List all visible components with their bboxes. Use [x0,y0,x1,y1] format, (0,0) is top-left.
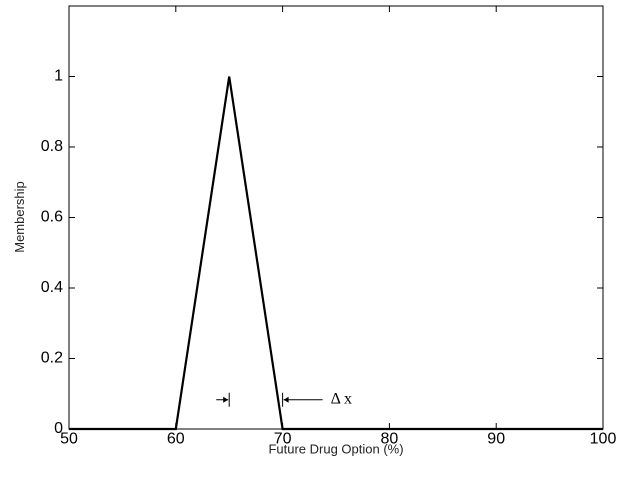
tick-labels-group: 50 60 70 80 90 100 0 0.2 0.4 0.6 0.8 1 [41,68,617,448]
interval-arrowhead-left [223,396,229,403]
x-tick-label: 60 [167,430,185,447]
plot-area [68,5,604,430]
series-line [69,76,603,431]
y-tick-label: 0.8 [41,138,63,155]
interval-arrowhead-right [283,396,289,403]
x-tick-label: 90 [487,430,505,447]
series-group [69,76,603,431]
delta-x-label: Δ x [331,390,352,407]
y-axis-title: Membership [12,181,27,253]
x-tick-label: 50 [60,430,78,447]
x-tick-label: 70 [274,430,292,447]
y-tick-label: 0 [54,420,63,437]
y-tick-label: 0.4 [41,279,63,296]
x-tick-label: 100 [590,430,617,447]
y-tick-label: 0.2 [41,350,63,367]
annotation-group: Δ x [216,390,352,407]
x-tick-label: 80 [381,430,399,447]
y-tick-label: 1 [54,68,63,85]
y-tick-label: 0.6 [41,209,63,226]
x-axis-title: Future Drug Option (%) [268,442,403,457]
